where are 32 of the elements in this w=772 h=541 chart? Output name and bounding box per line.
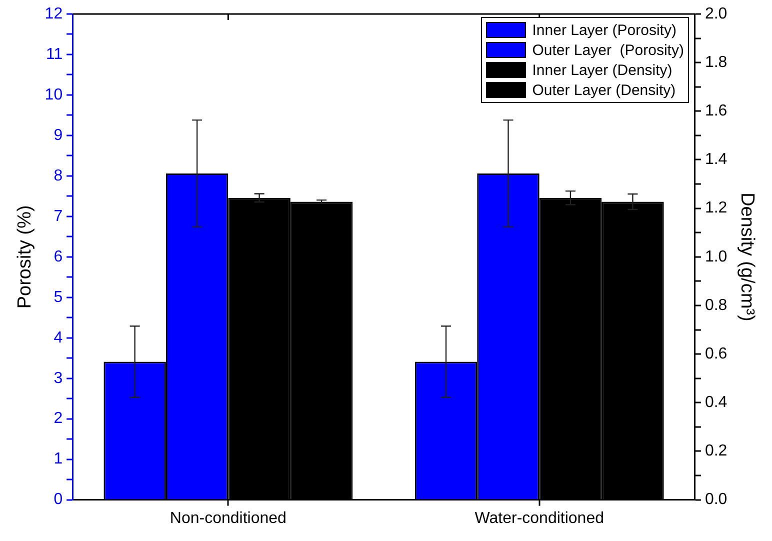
y2-axis-title: Density (g/cm³)	[736, 192, 758, 322]
y2-tick-label: 1.0	[704, 248, 728, 266]
legend-label: Inner Layer (Porosity)	[532, 22, 676, 38]
y-tick-label: 11	[46, 46, 63, 63]
y-tick-label: 7	[54, 208, 63, 225]
y-tick-label: 6	[54, 248, 63, 266]
y-tick-label: 4	[54, 329, 63, 346]
y-tick-label: 9	[54, 126, 63, 144]
y-tick-label: 8	[54, 167, 63, 184]
y-tick-label: 1	[54, 450, 63, 468]
y-tick-label: 12	[44, 5, 63, 22]
x-tick-label: Water-conditioned	[474, 510, 604, 527]
y-axis-title: Porosity (%)	[14, 205, 36, 309]
y2-tick-label: 1.6	[704, 102, 728, 120]
y2-tick-label: 1.2	[704, 200, 728, 217]
x-tick-label: Non-conditioned	[170, 510, 286, 527]
y2-tick-label: 2.0	[704, 5, 728, 22]
legend-label: Outer Layer (Porosity)	[532, 42, 684, 58]
y-tick-label: 2	[54, 410, 63, 428]
y2-tick-label: 0.2	[704, 442, 728, 460]
y2-tick-label: 0.6	[704, 345, 728, 362]
y2-tick-label: 0.4	[704, 394, 728, 412]
y-tick-label: 5	[54, 288, 63, 306]
y-tick-label: 0	[54, 491, 63, 508]
legend-label: Outer Layer (Density)	[532, 82, 676, 98]
y-tick-label: 10	[44, 86, 63, 104]
y2-tick-label: 1.4	[704, 151, 728, 168]
y2-tick-label: 0.8	[704, 296, 728, 314]
y2-tick-label: 0.0	[704, 491, 728, 508]
y2-tick-label: 1.8	[704, 54, 728, 71]
legend-label: Inner Layer (Density)	[532, 62, 672, 78]
y-tick-label: 3	[54, 370, 63, 387]
